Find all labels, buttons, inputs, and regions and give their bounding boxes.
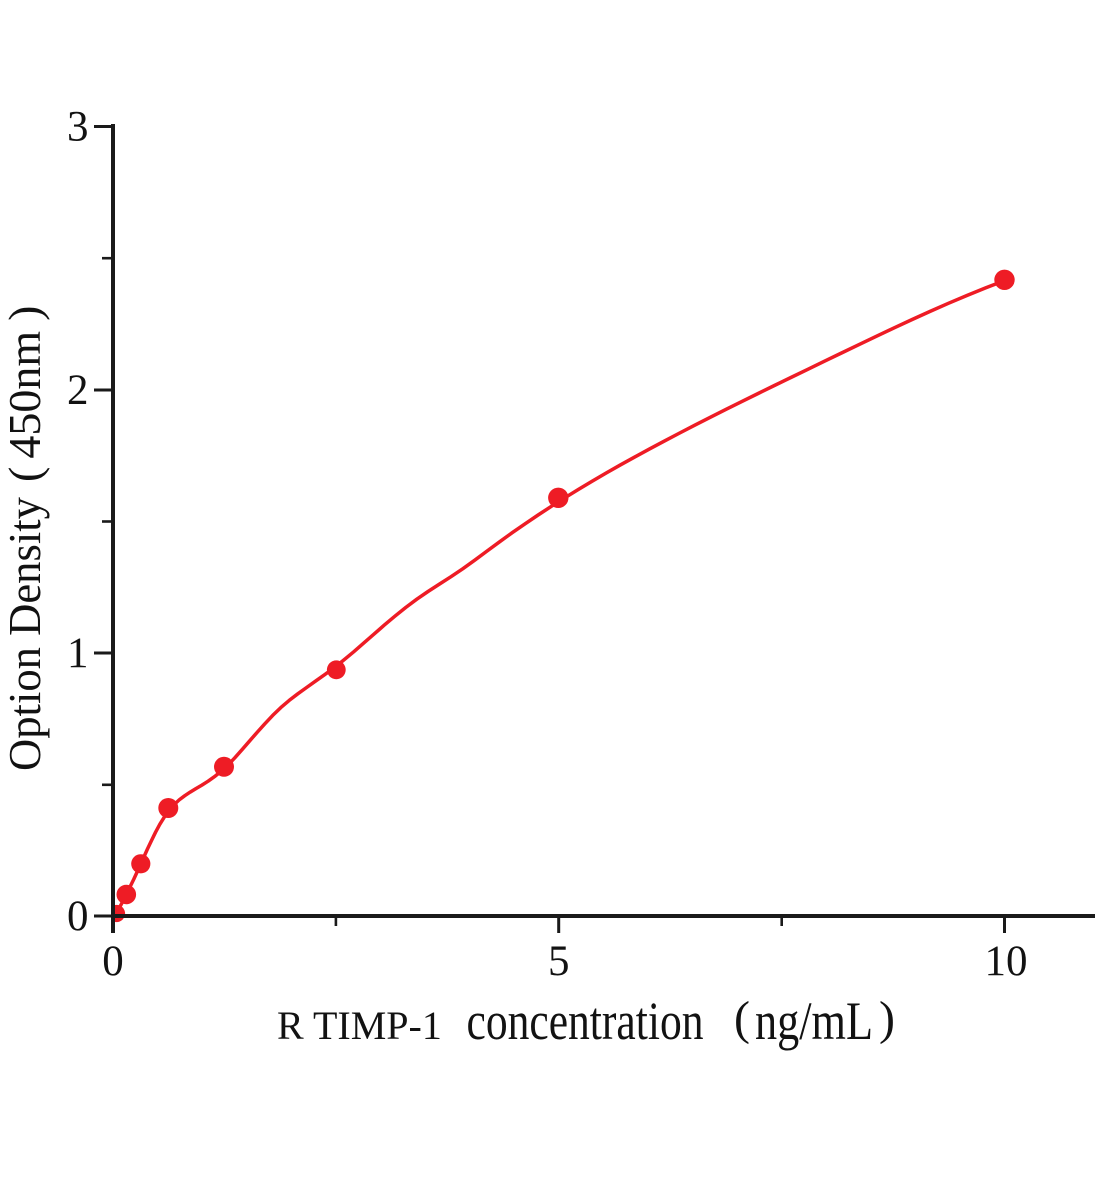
- svg-text:R TIMP-1: R TIMP-1: [277, 1003, 442, 1048]
- svg-text:(: (: [734, 992, 750, 1045]
- svg-text:5: 5: [548, 938, 570, 985]
- svg-text:): ): [879, 992, 895, 1045]
- svg-text:concentration: concentration: [467, 991, 704, 1051]
- svg-text:2: 2: [67, 367, 89, 414]
- svg-text:10: 10: [985, 938, 1028, 985]
- svg-text:0: 0: [67, 893, 89, 940]
- svg-text:ng/mL: ng/mL: [755, 991, 873, 1051]
- svg-text:1: 1: [67, 630, 89, 677]
- svg-text:0: 0: [102, 938, 124, 985]
- svg-text:3: 3: [67, 104, 89, 151]
- svg-text:Option Density(450nm): Option Density(450nm): [0, 306, 50, 771]
